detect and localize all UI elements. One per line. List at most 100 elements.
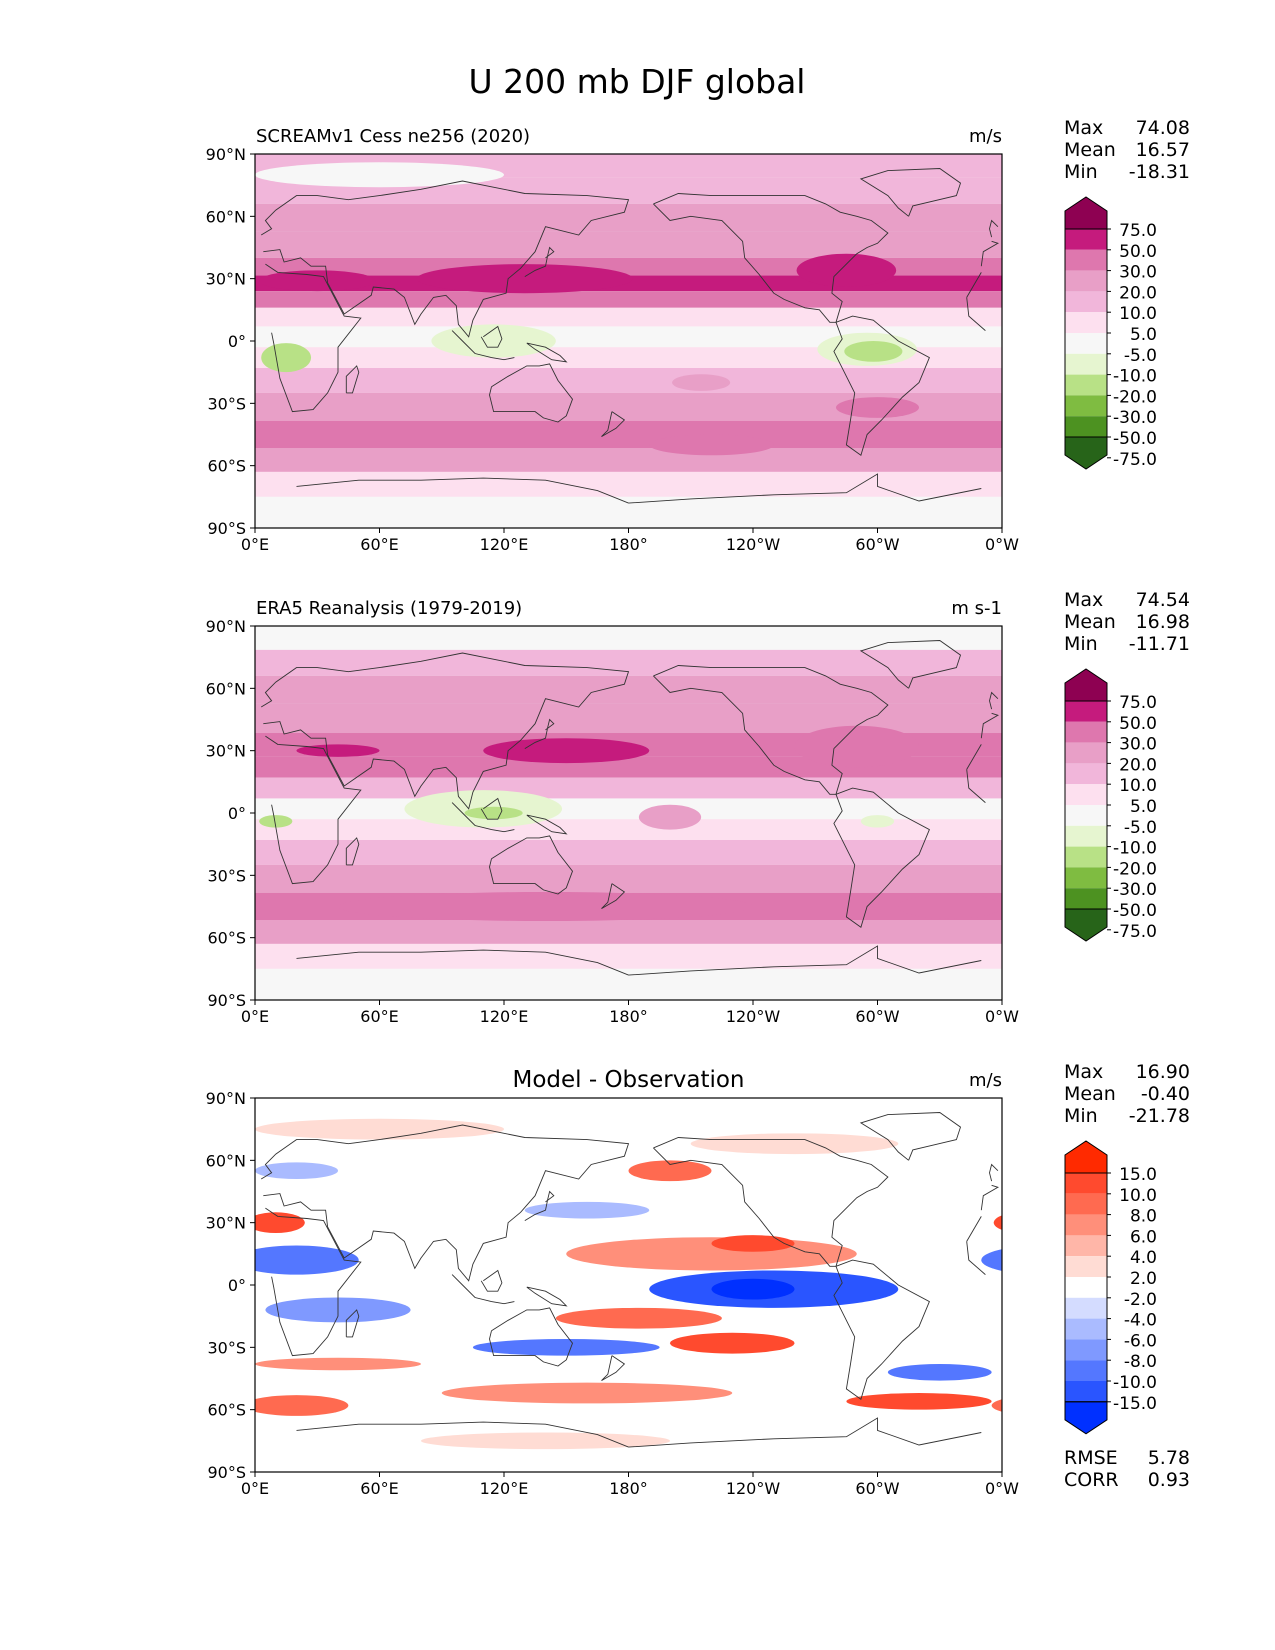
contour-feature — [441, 1382, 733, 1404]
stat-label: Mean — [1064, 1083, 1116, 1105]
panel-model: 90°N 60°N 30°N 0° 30°S 60°S 90°S0°E 60°E 120°E 18… — [206, 117, 1190, 554]
lat-tick-label: 60°S — [207, 929, 246, 948]
coastline — [480, 1269, 503, 1292]
field-obs — [255, 626, 1002, 1000]
colorbar-label: 10.0 — [1119, 776, 1157, 796]
lat-tick-label: 90°N — [206, 1089, 246, 1108]
contour-feature — [259, 270, 376, 292]
contour-feature — [670, 1332, 795, 1354]
zonal-band — [255, 777, 1002, 799]
zonal-band — [255, 920, 1002, 944]
lon-tick-label: 0°W — [985, 1007, 1019, 1026]
coastline — [653, 1137, 889, 1267]
coastline — [524, 1190, 555, 1221]
coastline — [526, 342, 568, 363]
coastline — [966, 744, 982, 770]
coastline — [524, 246, 555, 277]
colorbar-box — [1065, 312, 1107, 333]
lon-tick-label: 120°E — [480, 1479, 529, 1498]
coastline — [966, 1216, 982, 1242]
lat-tick-label: 30°S — [207, 1338, 246, 1357]
contour-feature — [844, 341, 903, 362]
contour-feature — [898, 894, 1002, 919]
coastline — [989, 691, 999, 710]
extra-stat-label: RMSE — [1064, 1447, 1118, 1469]
lat-tick-label: 0° — [228, 804, 246, 823]
lon-tick-label: 60°E — [360, 1479, 398, 1498]
lon-tick-label: 0°E — [241, 535, 269, 554]
coastline — [628, 945, 982, 976]
colorbar-box — [1065, 291, 1107, 313]
coastline — [980, 240, 1000, 267]
zonal-band — [255, 943, 1002, 969]
panel-diff: 90°N 60°N 30°N 0° 30°S 60°S 90°S0°E 60°E 120°E 18… — [206, 1061, 1190, 1498]
contour-feature — [991, 1399, 1002, 1412]
colorbar-label: 2.0 — [1130, 1269, 1157, 1289]
coastline — [628, 473, 982, 504]
lon-tick-label: 60°E — [360, 535, 398, 554]
coastline — [260, 180, 630, 338]
coastline — [601, 883, 626, 909]
contour-feature — [566, 1237, 857, 1271]
colorbar-label: -5.0 — [1124, 818, 1157, 838]
stat-value: 16.98 — [1136, 611, 1190, 633]
contour-feature — [416, 264, 633, 294]
stat-label: Min — [1064, 1105, 1098, 1127]
zonal-band — [255, 203, 1002, 232]
colorbar-label: -2.0 — [1124, 1290, 1157, 1310]
lon-tick-label: 180° — [609, 1479, 648, 1498]
contour-feature — [255, 1118, 504, 1140]
lat-tick-label: 60°S — [207, 457, 246, 476]
colorbar-label: 75.0 — [1119, 693, 1157, 713]
colorbar-bottom-extend — [1064, 1401, 1108, 1435]
coastline — [345, 1309, 360, 1338]
colorbar-frame — [1064, 1172, 1108, 1403]
contour-feature — [255, 1162, 338, 1180]
coastline — [489, 835, 574, 895]
contour-feature — [981, 1249, 1002, 1271]
colorbar-label: 8.0 — [1130, 1207, 1157, 1227]
zonal-band — [255, 864, 1002, 893]
colorbar-box — [1065, 1318, 1107, 1340]
colorbar-box — [1065, 229, 1107, 250]
stat-value: -21.78 — [1129, 1105, 1190, 1127]
lon-tick-label: 60°E — [360, 1007, 398, 1026]
coastline — [265, 1207, 362, 1357]
colorbar-box — [1065, 1360, 1107, 1381]
zonal-band — [255, 231, 1002, 258]
zonal-band — [255, 420, 1002, 449]
coastline — [980, 1184, 1000, 1211]
colorbar-label: -10.0 — [1113, 1373, 1157, 1393]
contour-feature — [846, 1393, 992, 1410]
colorbar-box — [1065, 784, 1107, 805]
lat-tick-label: 60°S — [207, 1401, 246, 1420]
figure-title: U 200 mb DJF global — [469, 62, 806, 101]
zonal-band — [255, 368, 1002, 393]
stat-value: 16.90 — [1136, 1061, 1190, 1083]
colorbar-box — [1065, 805, 1107, 826]
coastline — [859, 168, 962, 217]
coastline — [601, 1355, 626, 1381]
contour-feature — [794, 725, 919, 768]
coastline — [526, 1286, 568, 1307]
field-model — [255, 154, 1002, 528]
coastline — [296, 949, 629, 976]
lat-tick-label: 90°N — [206, 145, 246, 164]
coastline — [345, 365, 360, 394]
contour-feature — [338, 891, 753, 922]
colorbar-box — [1065, 742, 1107, 764]
panel-obs: 90°N 60°N 30°N 0° 30°S 60°S 90°S0°E 60°E 120°E 18… — [206, 589, 1190, 1026]
contour-feature — [261, 343, 312, 373]
contour-feature — [472, 1339, 660, 1356]
zonal-band — [255, 968, 1002, 1000]
colorbar-label: 50.0 — [1119, 714, 1157, 734]
colorbar-box — [1065, 1235, 1107, 1257]
coastline — [989, 1163, 999, 1182]
coastline — [296, 1421, 629, 1448]
colorbar-label: 30.0 — [1119, 735, 1157, 755]
colorbar-label: -15.0 — [1113, 1394, 1157, 1414]
lat-tick-label: 0° — [228, 1276, 246, 1295]
lat-tick-label: 30°N — [206, 270, 246, 289]
colorbar-box — [1065, 416, 1107, 437]
